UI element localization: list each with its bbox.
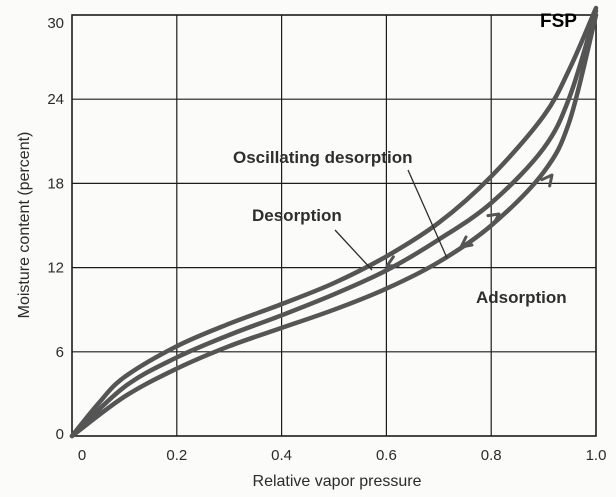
- y-tick-label: 6: [56, 344, 64, 361]
- annotation-oscillating-desorption: Oscillating desorption: [233, 148, 412, 167]
- arrowhead-oscillating-up: [486, 212, 501, 226]
- leader-desorption: [334, 229, 373, 271]
- tick-labels: 0 0.2 0.4 0.6 0.8 1.0 0 6 12 18 24 30: [47, 15, 606, 464]
- grid: [72, 15, 596, 436]
- x-tick-label: 1.0: [586, 447, 607, 464]
- arrowhead-oscillating-down: [459, 235, 474, 249]
- series-adsorption: [69, 12, 599, 439]
- y-tick-label: 30: [47, 15, 64, 32]
- x-tick-label: 0.8: [481, 447, 502, 464]
- curve-arrows: [385, 173, 554, 268]
- annotation-desorption: Desorption: [252, 206, 342, 225]
- plot-frame: [71, 14, 597, 437]
- fsp-label: FSP: [540, 11, 577, 32]
- series-desorption: [69, 5, 599, 439]
- leader-oscillating-desorption: [407, 169, 448, 259]
- arrowhead-adsorption: [540, 173, 554, 188]
- y-tick-label: 18: [47, 175, 64, 192]
- series-oscillating-desorption: [69, 8, 599, 439]
- annotation-adsorption: Adsorption: [476, 288, 567, 307]
- x-tick-label: 0.6: [376, 447, 397, 464]
- arrowhead-desorption: [385, 255, 400, 268]
- x-tick-label: 0.2: [166, 447, 187, 464]
- y-tick-label: 0: [56, 426, 64, 443]
- x-tick-label: 0: [78, 447, 86, 464]
- y-axis-label: Moisture content (percent): [16, 132, 33, 319]
- curves: [69, 5, 599, 439]
- y-tick-label: 12: [47, 260, 64, 277]
- x-tick-label: 0.4: [271, 447, 292, 464]
- y-tick-label: 24: [47, 91, 64, 108]
- x-axis-label: Relative vapor pressure: [253, 473, 422, 490]
